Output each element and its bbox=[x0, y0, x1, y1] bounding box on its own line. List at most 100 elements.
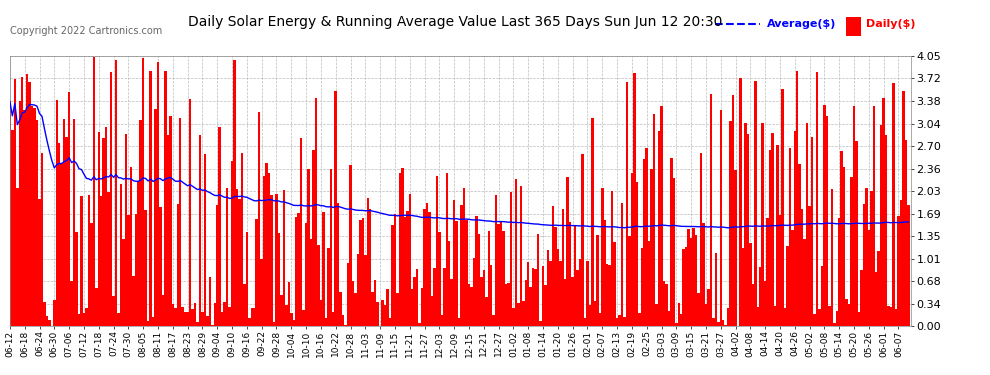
Bar bbox=[305, 223, 307, 326]
Bar bbox=[49, 320, 50, 326]
Bar bbox=[804, 239, 806, 326]
Bar bbox=[574, 225, 576, 326]
Bar bbox=[60, 163, 63, 326]
Bar bbox=[292, 320, 295, 326]
Bar bbox=[337, 203, 340, 326]
Bar bbox=[907, 205, 910, 326]
Bar bbox=[229, 307, 231, 326]
Bar bbox=[806, 123, 809, 326]
Bar bbox=[551, 206, 554, 326]
Bar bbox=[389, 318, 391, 326]
Bar bbox=[34, 108, 36, 326]
Bar bbox=[206, 316, 209, 326]
Bar bbox=[436, 176, 439, 326]
Bar bbox=[349, 165, 351, 326]
Bar bbox=[122, 239, 125, 326]
Bar bbox=[154, 109, 156, 326]
Bar bbox=[161, 295, 164, 326]
Bar bbox=[110, 72, 112, 326]
Bar bbox=[300, 138, 302, 326]
Bar bbox=[811, 136, 814, 326]
Bar bbox=[816, 72, 819, 326]
Bar bbox=[702, 223, 705, 326]
Bar bbox=[105, 127, 107, 326]
Bar bbox=[611, 191, 614, 326]
Bar bbox=[441, 315, 444, 326]
Bar bbox=[241, 153, 244, 326]
Bar bbox=[624, 318, 626, 326]
Bar bbox=[70, 281, 73, 326]
Bar bbox=[629, 236, 631, 326]
Bar bbox=[330, 169, 332, 326]
Bar bbox=[862, 204, 865, 326]
Bar bbox=[497, 224, 500, 326]
Bar bbox=[132, 276, 135, 326]
Bar bbox=[756, 307, 759, 326]
Bar bbox=[166, 135, 169, 326]
Bar bbox=[421, 288, 424, 326]
Bar bbox=[216, 205, 219, 326]
Bar bbox=[265, 163, 268, 326]
Bar bbox=[332, 312, 335, 326]
Bar bbox=[327, 248, 330, 326]
Bar bbox=[125, 134, 127, 326]
Bar bbox=[546, 250, 549, 326]
Bar bbox=[520, 186, 522, 326]
Bar bbox=[19, 101, 21, 326]
Bar bbox=[779, 215, 781, 326]
Bar bbox=[231, 160, 234, 326]
Bar bbox=[98, 132, 100, 326]
Bar bbox=[460, 205, 462, 326]
Bar bbox=[766, 218, 769, 326]
Bar bbox=[63, 119, 65, 326]
Bar bbox=[145, 210, 147, 326]
Bar bbox=[885, 135, 887, 326]
Bar bbox=[444, 268, 446, 326]
Bar bbox=[90, 224, 93, 326]
Bar bbox=[485, 297, 487, 326]
Bar bbox=[204, 154, 206, 326]
Bar bbox=[142, 58, 145, 326]
Bar bbox=[725, 325, 727, 326]
Bar bbox=[836, 311, 838, 326]
Bar bbox=[784, 308, 786, 326]
Text: Daily Solar Energy & Running Average Value Last 365 Days Sun Jun 12 20:30: Daily Solar Energy & Running Average Val… bbox=[188, 15, 723, 29]
Bar bbox=[730, 121, 732, 326]
Bar bbox=[561, 209, 564, 326]
Bar bbox=[16, 188, 19, 326]
Bar bbox=[135, 213, 137, 326]
Bar bbox=[845, 298, 847, 326]
Bar bbox=[487, 231, 490, 326]
Bar bbox=[626, 82, 629, 326]
Bar bbox=[764, 281, 766, 326]
Bar bbox=[80, 195, 83, 326]
Bar bbox=[191, 309, 194, 326]
Bar bbox=[601, 188, 604, 326]
Bar bbox=[312, 150, 315, 326]
Bar bbox=[315, 98, 317, 326]
Bar bbox=[527, 261, 530, 326]
Bar bbox=[297, 213, 300, 326]
Bar bbox=[732, 95, 735, 326]
Bar bbox=[275, 194, 278, 326]
Bar bbox=[569, 222, 571, 326]
Bar bbox=[905, 140, 907, 326]
Bar bbox=[865, 188, 867, 326]
Bar bbox=[877, 251, 880, 326]
Bar bbox=[404, 217, 406, 326]
Bar bbox=[823, 105, 826, 326]
Bar bbox=[697, 292, 700, 326]
Bar bbox=[636, 182, 639, 326]
Bar bbox=[65, 137, 68, 326]
Bar bbox=[317, 245, 320, 326]
Bar bbox=[219, 127, 221, 326]
Bar bbox=[814, 314, 816, 326]
Bar bbox=[364, 255, 366, 326]
Bar bbox=[171, 304, 174, 326]
Bar bbox=[140, 120, 142, 326]
Bar bbox=[890, 307, 892, 326]
Bar bbox=[872, 106, 875, 326]
Bar bbox=[356, 254, 359, 326]
Bar bbox=[250, 308, 253, 326]
Bar bbox=[831, 189, 833, 326]
